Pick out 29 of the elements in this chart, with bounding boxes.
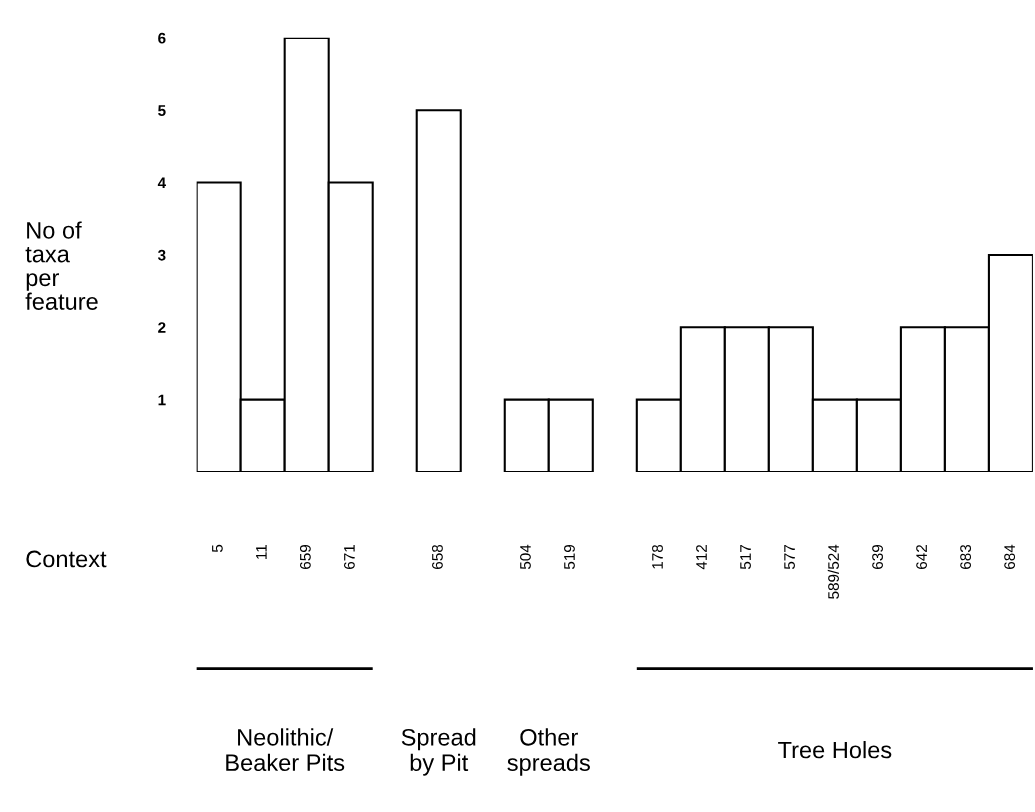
x-tick-label: 658 (432, 544, 443, 569)
x-tick-label: 178 (652, 544, 663, 569)
x-tick-label: 519 (564, 544, 575, 570)
x-tick-label: 589/524 (827, 544, 839, 599)
y-tick-label: 6 (158, 32, 166, 44)
bar (415, 109, 462, 472)
x-tick-label: 659 (299, 544, 311, 569)
x-tick-label: 671 (343, 544, 355, 569)
text: Neolithic/ Beaker Pits (226, 728, 345, 772)
y-tick-label: 5 (158, 105, 166, 116)
y-tick-label: 3 (157, 249, 166, 261)
x-axis-title: Context (26, 550, 107, 568)
y-tick-label: 2 (158, 322, 166, 333)
text: Other spreads (507, 728, 590, 776)
x-tick-label: 504 (520, 544, 531, 570)
text: Spread by Pit (401, 728, 476, 776)
x-tick-label: 577 (784, 544, 795, 570)
y-axis-title: No of taxa per feature (25, 221, 98, 310)
x-tick-label: 684 (1004, 544, 1016, 569)
x-tick-label: 412 (696, 544, 707, 570)
x-tick-label: 683 (960, 544, 972, 569)
x-tick-label: 642 (916, 544, 927, 569)
x-tick-label: 517 (740, 544, 751, 570)
x-tick-label: 11 (256, 544, 267, 559)
y-tick-label: 4 (157, 177, 167, 189)
y-tick-label: 1 (158, 394, 166, 406)
text: Tree Holes (778, 741, 892, 759)
x-tick-label: 5 (212, 544, 223, 553)
x-tick-label: 639 (872, 544, 883, 569)
